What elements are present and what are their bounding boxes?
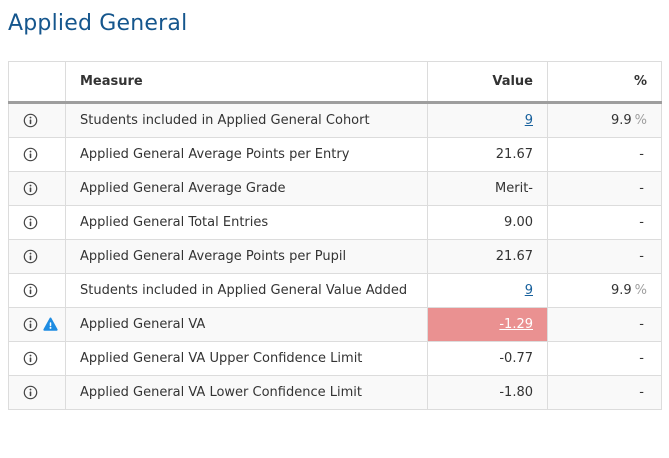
table-row: Applied General Average Points per Pupil…: [8, 239, 662, 274]
info-icon[interactable]: [23, 317, 38, 332]
info-icon[interactable]: [23, 249, 38, 264]
info-icon[interactable]: [23, 147, 38, 162]
measure-label: Applied General Total Entries: [65, 205, 428, 240]
table-row: Applied General Average Points per Entry…: [8, 137, 662, 172]
percent-value: 9.9: [610, 283, 632, 298]
percent-value: -: [639, 351, 644, 366]
value-text: 9.00: [427, 205, 548, 240]
measure-label: Applied General Average Points per Pupil: [65, 239, 428, 274]
measure-label: Students included in Applied General Val…: [65, 273, 428, 308]
percent-unit: %: [634, 113, 647, 128]
percent-value: -: [639, 317, 644, 332]
value-text: -1.80: [427, 375, 548, 410]
measure-label: Applied General VA Upper Confidence Limi…: [65, 341, 428, 376]
table-row: Students included in Applied General Val…: [8, 273, 662, 308]
percent-value: -: [639, 385, 644, 400]
value-link[interactable]: 9: [524, 283, 533, 298]
va-highlight-cell: -1.29: [427, 307, 548, 342]
measure-label: Applied General Average Grade: [65, 171, 428, 206]
page: Applied General Measure Value % Students…: [8, 11, 662, 410]
measure-label: Applied General Average Points per Entry: [65, 137, 428, 172]
header-measure: Measure: [65, 61, 428, 104]
value-text: Merit-: [427, 171, 548, 206]
percent-value: -: [639, 215, 644, 230]
header-icons-spacer: [8, 61, 66, 104]
measure-label: Students included in Applied General Coh…: [65, 102, 428, 138]
measure-label: Applied General VA: [65, 307, 428, 342]
measures-table: Measure Value % Students included in App…: [8, 61, 662, 410]
table-row: Applied General VA -1.29 -: [8, 307, 662, 342]
value-text: 21.67: [427, 137, 548, 172]
percent-value: -: [639, 147, 644, 162]
header-row: Measure Value %: [8, 61, 662, 104]
table-row: Applied General VA Lower Confidence Limi…: [8, 375, 662, 410]
warning-icon[interactable]: [43, 317, 58, 332]
percent-unit: %: [634, 283, 647, 298]
table-row: Applied General VA Upper Confidence Limi…: [8, 341, 662, 376]
table-row: Applied General Total Entries 9.00 -: [8, 205, 662, 240]
header-value: Value: [427, 61, 548, 104]
info-icon[interactable]: [23, 181, 38, 196]
info-icon[interactable]: [23, 385, 38, 400]
info-icon[interactable]: [23, 215, 38, 230]
table-row: Applied General Average Grade Merit- -: [8, 171, 662, 206]
percent-value: 9.9: [610, 113, 632, 128]
value-text: 21.67: [427, 239, 548, 274]
value-link[interactable]: -1.29: [499, 317, 533, 332]
value-text: -0.77: [427, 341, 548, 376]
percent-value: -: [639, 181, 644, 196]
table-row: Students included in Applied General Coh…: [8, 102, 662, 138]
page-title: Applied General: [8, 11, 188, 36]
header-percent: %: [547, 61, 662, 104]
percent-value: -: [639, 249, 644, 264]
value-link[interactable]: 9: [524, 113, 533, 128]
info-icon[interactable]: [23, 351, 38, 366]
info-icon[interactable]: [23, 283, 38, 298]
info-icon[interactable]: [23, 113, 38, 128]
measure-label: Applied General VA Lower Confidence Limi…: [65, 375, 428, 410]
